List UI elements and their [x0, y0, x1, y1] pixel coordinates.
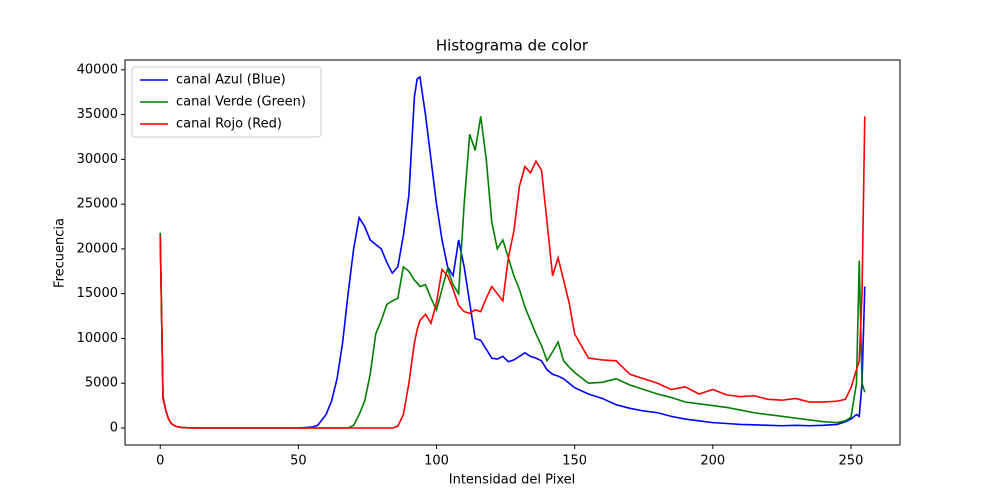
y-tick-label: 30000 [77, 152, 118, 167]
y-tick-label: 10000 [77, 331, 118, 346]
series-line [159, 116, 866, 429]
legend-label: canal Rojo (Red) [176, 117, 282, 132]
y-tick-label: 25000 [77, 197, 118, 212]
legend-label: canal Azul (Blue) [176, 73, 286, 88]
series-line [159, 116, 866, 429]
plot-frame [124, 59, 901, 446]
y-tick-label: 5000 [85, 376, 118, 391]
legend-box [131, 66, 322, 138]
x-tick-label: 200 [700, 454, 725, 469]
x-tick-label: 50 [290, 454, 307, 469]
y-tick-label: 20000 [77, 241, 118, 256]
x-tick-label: 150 [562, 454, 587, 469]
y-axis-label: Frecuencia [53, 218, 68, 288]
y-tick-label: 40000 [77, 62, 118, 77]
x-tick-label: 250 [839, 454, 864, 469]
y-tick-label: 0 [110, 420, 118, 435]
y-tick-label: 35000 [77, 107, 118, 122]
x-axis-label: Intensidad del Pixel [449, 473, 575, 488]
chart-title: Histograma de color [436, 37, 589, 55]
series-line [159, 75, 866, 429]
legend-label: canal Verde (Green) [176, 95, 306, 110]
x-tick-label: 100 [424, 454, 449, 469]
y-tick-label: 15000 [77, 286, 118, 301]
x-tick-label: 0 [156, 454, 164, 469]
